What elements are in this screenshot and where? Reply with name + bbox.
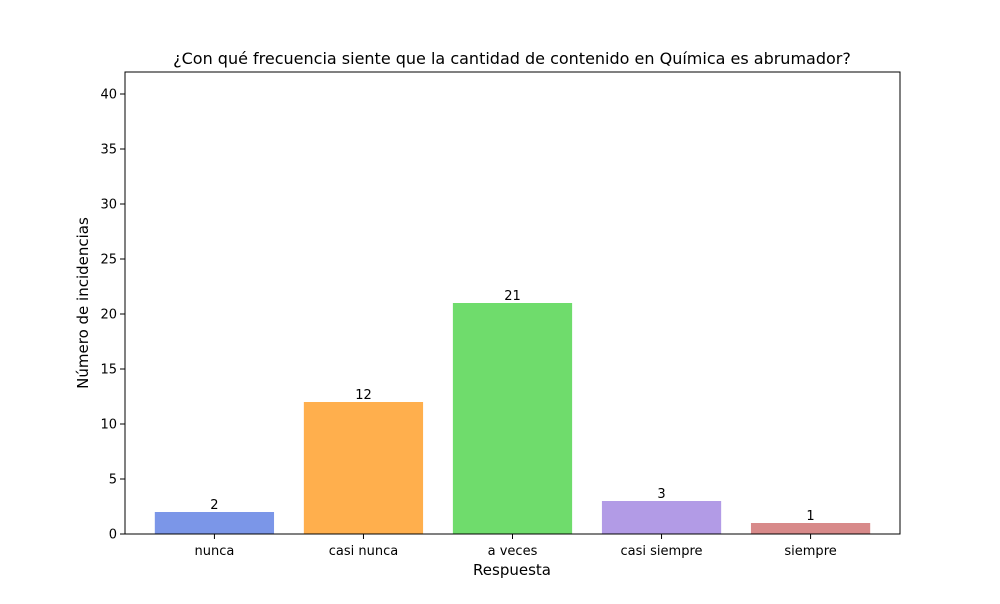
bar — [601, 501, 722, 534]
y-tick-label: 40 — [100, 88, 117, 103]
y-tick-label: 15 — [100, 363, 117, 378]
x-tick-label: nunca — [195, 544, 235, 559]
bar-value-label: 1 — [806, 509, 814, 524]
bar — [750, 523, 871, 534]
bar — [303, 402, 424, 534]
y-tick-label: 25 — [100, 253, 117, 268]
bar — [154, 512, 275, 534]
bar-value-label: 21 — [504, 289, 521, 304]
y-tick-label: 35 — [100, 143, 117, 158]
plot-area: 0 5 10 15 20 25 30 35 40 2 nunca 12 casi nunca 21 a ve… — [100, 88, 871, 559]
y-tick-label: 30 — [100, 198, 117, 213]
y-tick-label: 5 — [109, 473, 117, 488]
y-axis-label: Número de incidencias — [74, 217, 92, 389]
y-tick-label: 10 — [100, 418, 117, 433]
x-tick-label: siempre — [784, 544, 836, 559]
x-tick-label: casi nunca — [329, 544, 398, 559]
y-tick-label: 0 — [109, 528, 117, 543]
x-tick-label: casi siempre — [621, 544, 703, 559]
chart-title: ¿Con qué frecuencia siente que la cantid… — [173, 49, 851, 68]
bar-value-label: 2 — [210, 498, 218, 513]
x-tick-label: a veces — [488, 544, 538, 559]
x-axis-label: Respuesta — [473, 561, 551, 579]
bar — [452, 303, 573, 534]
bar-value-label: 12 — [355, 388, 372, 403]
bar-value-label: 3 — [657, 487, 665, 502]
plot-frame — [124, 71, 901, 535]
y-tick-label: 20 — [100, 308, 117, 323]
